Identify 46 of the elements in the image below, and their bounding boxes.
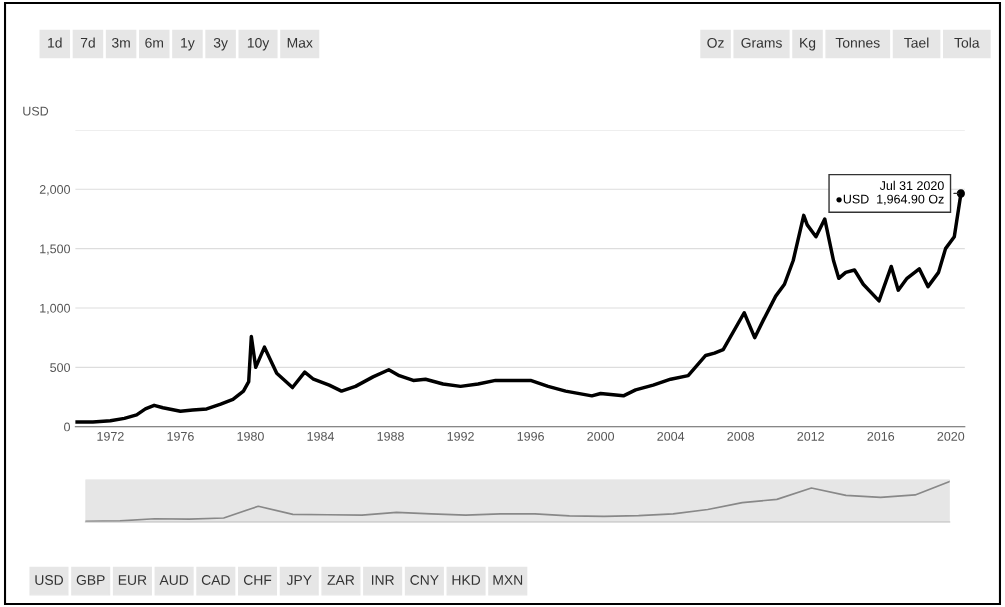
x-tick-label: 2004: [657, 431, 685, 441]
text: Tonnes: [835, 38, 880, 48]
x-tick-label: 1996: [517, 431, 544, 441]
text: 3m: [111, 37, 130, 48]
text: Tael: [904, 37, 929, 48]
y-tick-label: 1,500: [40, 244, 71, 255]
text: 1d: [48, 37, 62, 48]
text: 10y: [247, 37, 270, 51]
text: Tola: [954, 37, 980, 48]
text: AUD: [159, 575, 189, 585]
x-tick-label: 1984: [307, 431, 335, 441]
x-tick-label: 2016: [867, 431, 895, 441]
y-axis-title: USD: [23, 106, 49, 116]
text: ZAR: [327, 575, 355, 585]
x-tick-label: 2000: [587, 431, 615, 441]
text: Oz: [707, 37, 724, 48]
text: CHF: [243, 575, 272, 585]
x-tick-label: 1992: [447, 431, 474, 441]
y-tick-label: 1,000: [40, 303, 71, 315]
x-tick-label: 1972: [97, 431, 124, 441]
text: CNY: [410, 575, 439, 585]
y-tick-label: 500: [50, 363, 71, 373]
text: HKD: [452, 575, 481, 585]
y-tick-label: 0: [64, 422, 71, 432]
text: 3y: [213, 37, 228, 51]
text: Kg: [800, 38, 816, 51]
text: 7d: [80, 37, 95, 48]
x-tick-label: 2008: [727, 431, 755, 441]
x-tick-label: 2020: [937, 431, 965, 441]
text: Max: [287, 38, 313, 48]
text: JPY: [286, 575, 312, 585]
text: GBP: [76, 575, 105, 585]
annotation: Jul 31 2020 ●USD 1,964.90 Oz: [836, 180, 944, 205]
x-tick-label: 1976: [167, 431, 194, 441]
text: 6m: [145, 37, 163, 48]
x-tick-label: 1980: [237, 431, 264, 441]
text: CAD: [201, 575, 230, 585]
text: Grams: [741, 37, 782, 48]
text: MXN: [493, 575, 523, 585]
text: EUR: [118, 575, 147, 585]
y-tick-label: 2,000: [39, 185, 71, 196]
x-tick-label: 1988: [377, 431, 404, 441]
text: USD: [35, 575, 63, 585]
text: 1y: [181, 38, 195, 51]
x-tick-label: 2012: [797, 431, 824, 441]
text: INR: [371, 575, 394, 585]
